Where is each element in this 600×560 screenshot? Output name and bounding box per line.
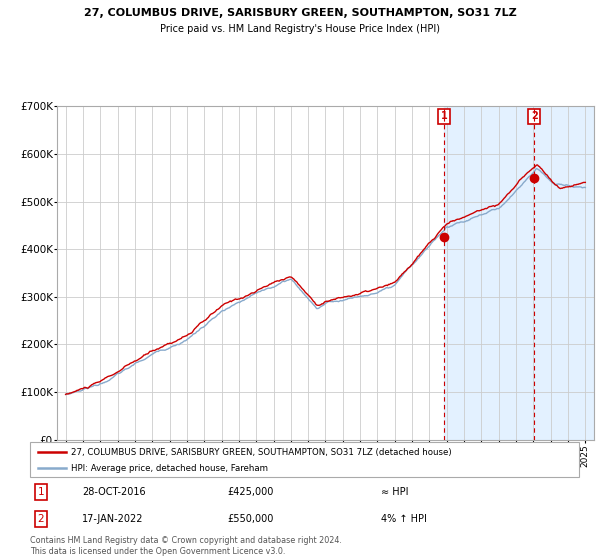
- Text: This data is licensed under the Open Government Licence v3.0.: This data is licensed under the Open Gov…: [30, 548, 286, 557]
- Text: 4% ↑ HPI: 4% ↑ HPI: [382, 514, 427, 524]
- Text: 28-OCT-2016: 28-OCT-2016: [82, 487, 146, 497]
- Text: 2: 2: [38, 514, 44, 524]
- Text: £425,000: £425,000: [227, 487, 274, 497]
- Text: 1: 1: [38, 487, 44, 497]
- Text: 27, COLUMBUS DRIVE, SARISBURY GREEN, SOUTHAMPTON, SO31 7LZ: 27, COLUMBUS DRIVE, SARISBURY GREEN, SOU…: [83, 8, 517, 18]
- Text: HPI: Average price, detached house, Fareham: HPI: Average price, detached house, Fare…: [71, 464, 268, 473]
- Text: 2: 2: [531, 111, 538, 122]
- Text: 27, COLUMBUS DRIVE, SARISBURY GREEN, SOUTHAMPTON, SO31 7LZ (detached house): 27, COLUMBUS DRIVE, SARISBURY GREEN, SOU…: [71, 447, 452, 456]
- Text: £550,000: £550,000: [227, 514, 274, 524]
- Text: ≈ HPI: ≈ HPI: [382, 487, 409, 497]
- Text: 1: 1: [440, 111, 447, 122]
- Text: Price paid vs. HM Land Registry's House Price Index (HPI): Price paid vs. HM Land Registry's House …: [160, 24, 440, 34]
- Text: 17-JAN-2022: 17-JAN-2022: [82, 514, 143, 524]
- Text: Contains HM Land Registry data © Crown copyright and database right 2024.: Contains HM Land Registry data © Crown c…: [30, 536, 342, 545]
- Bar: [444, 106, 594, 440]
